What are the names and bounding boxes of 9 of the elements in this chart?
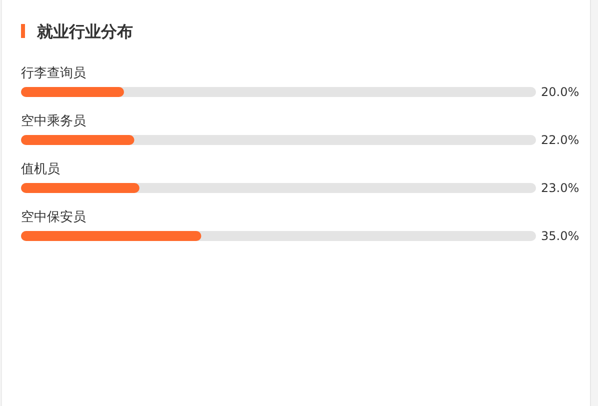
y-tick-label: 空中保安员 bbox=[21, 209, 86, 225]
y-tick-label: 值机员 bbox=[21, 162, 60, 177]
data-label: 20.0% bbox=[541, 85, 580, 99]
data-label: 23.0% bbox=[541, 181, 580, 195]
chart-title: 就业行业分布 bbox=[36, 22, 133, 41]
y-tick-label: 空中乘务员 bbox=[21, 114, 86, 129]
y-tick-label: 行李查询员 bbox=[21, 66, 86, 81]
data-label: 35.0% bbox=[541, 229, 580, 243]
data-label: 22.0% bbox=[541, 133, 580, 147]
